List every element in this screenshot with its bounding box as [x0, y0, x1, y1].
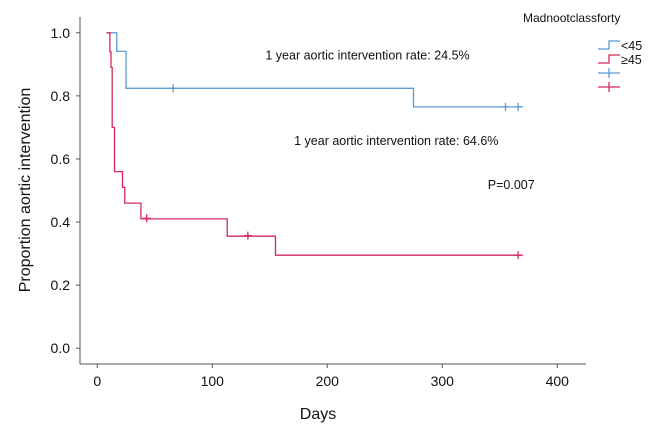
y-tick-label: 0.6 [51, 151, 71, 167]
annotation-3: P=0.007 [488, 178, 535, 192]
y-tick-label: 0.0 [51, 340, 71, 356]
y-ticks: 0.0 0.2 0.4 0.6 0.8 1.0 [51, 25, 80, 356]
annotation-layer: 1 year aortic intervention rate: 24.5% 1 … [265, 49, 534, 192]
x-tick-label: 100 [201, 373, 225, 389]
censor-mark-series-2 [243, 231, 252, 240]
censor-mark-series-2 [142, 214, 151, 223]
legend-entry-4 [598, 82, 620, 92]
x-tick-label: 300 [431, 373, 455, 389]
x-tick-label: 400 [546, 373, 570, 389]
y-tick-label: 1.0 [51, 25, 71, 41]
legend-label: <45 [621, 39, 642, 53]
censor-mark-series-1 [501, 102, 510, 111]
series-line-2 [106, 32, 523, 256]
x-ticks: 0 100 200 300 400 [93, 364, 569, 389]
x-tick-label: 0 [93, 373, 101, 389]
censor-mark-series-1 [169, 84, 178, 93]
y-tick-label: 0.8 [51, 88, 71, 104]
censor-mark-series-2 [514, 251, 523, 260]
series-layer [106, 32, 523, 260]
y-tick-label: 0.4 [51, 214, 71, 230]
annotation-1: 1 year aortic intervention rate: 24.5% [265, 49, 469, 63]
axes: 0 100 200 300 400 0.0 0.2 0.4 0.6 0.8 1.0 [51, 17, 586, 389]
legend-label: ≥45 [621, 53, 642, 67]
series-line-1 [108, 32, 523, 108]
legend-swatch-line [598, 54, 620, 64]
legend-entry-3 [598, 68, 620, 78]
x-tick-label: 200 [316, 373, 340, 389]
legend-entries: <45≥45 [598, 39, 642, 92]
y-axis-label: Proportion aortic intervention [17, 88, 34, 293]
censor-mark-series-1 [514, 102, 523, 111]
annotation-2: 1 year aortic intervention rate: 64.6% [294, 134, 498, 148]
legend-title: Madnootclassforty [523, 11, 620, 25]
y-tick-label: 0.2 [51, 277, 71, 293]
legend-entry-2: ≥45 [598, 53, 642, 67]
legend-swatch-line [598, 40, 620, 50]
legend-entry-1: <45 [598, 39, 642, 53]
x-axis-label: Days [300, 406, 336, 423]
legend: Madnootclassforty <45≥45 [523, 11, 642, 92]
